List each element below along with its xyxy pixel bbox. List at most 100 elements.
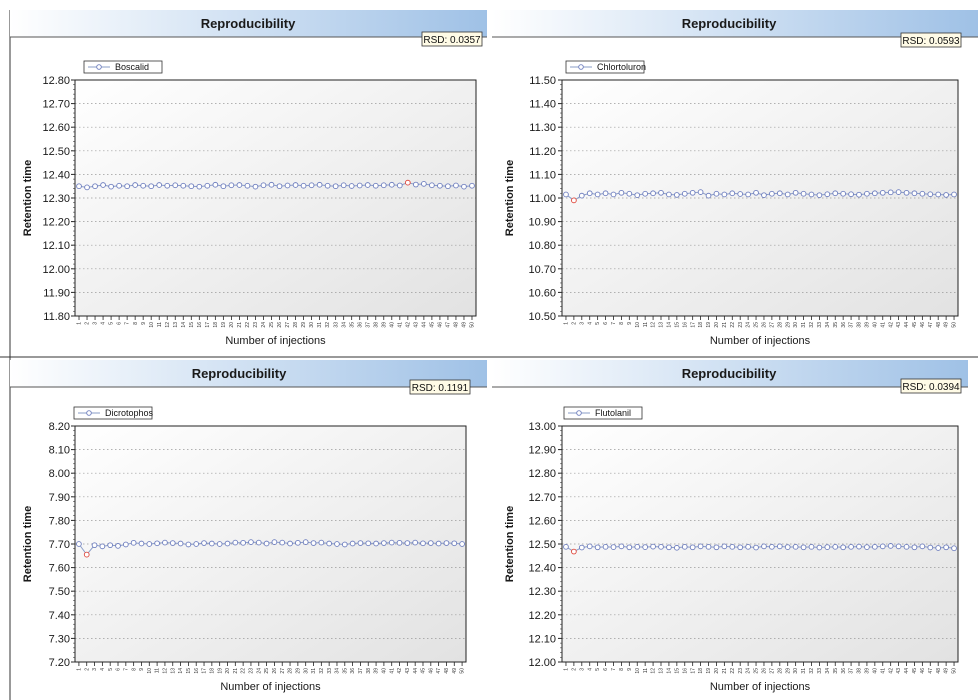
y-tick-label: 12.80 [528,468,556,480]
y-tick-label: 12.30 [528,586,556,598]
data-point [108,183,114,190]
data-point [279,539,286,546]
data-point [840,190,847,197]
data-point [824,544,831,550]
data-point [848,543,854,550]
x-tick-label: 45 [912,322,918,328]
data-point [334,541,340,547]
x-tick-label: 34 [335,668,341,674]
x-tick-label: 44 [904,322,910,328]
data-point [427,540,434,546]
data-point [276,183,283,190]
data-point [634,543,641,550]
y-tick-label: 12.60 [42,122,70,134]
x-tick-label: 30 [303,668,309,674]
y-tick-label: 7.70 [49,539,70,551]
data-point [107,542,114,549]
data-point [769,190,775,197]
data-point [349,540,356,547]
data-point [236,182,243,188]
data-point [689,189,696,196]
data-point [443,540,450,546]
x-tick-label: 24 [261,322,267,328]
y-tick-label: 10.60 [528,287,556,299]
y-tick-label: 11.80 [43,311,70,323]
x-tick-label: 47 [436,668,442,674]
y-tick-label: 10.70 [528,264,556,276]
data-point [324,182,331,189]
rsd-label: RSD: 0.1191 [412,383,469,394]
x-tick-label: 3 [579,668,585,671]
x-tick-label: 17 [690,668,696,674]
x-tick-label: 12 [163,668,169,674]
x-tick-label: 15 [674,322,680,328]
data-point [769,543,775,550]
x-tick-label: 26 [277,322,283,328]
chart-panel-1: Reproducibility RSD: 0.0357 12.80 12.70 12.6… [10,10,487,347]
x-tick-label: 18 [698,668,704,674]
x-tick-label: 29 [785,668,791,674]
data-point [84,184,90,191]
x-tick-label: 50 [460,668,466,674]
legend-box [73,406,153,420]
data-point [116,182,122,189]
data-point [903,543,910,550]
x-tick-label: 28 [288,668,294,674]
x-tick-label: 2 [84,668,90,671]
x-tick-label: 27 [280,668,286,674]
data-point [244,182,251,189]
data-point [240,539,246,546]
data-point [887,543,894,549]
x-tick-label: 41 [880,322,886,328]
data-point [437,182,443,189]
rsd-box [421,31,483,47]
x-tick-label: 5 [108,668,114,671]
data-point [302,539,309,545]
data-point [164,182,171,189]
data-point [193,541,200,547]
y-tick-label: 12.90 [528,445,556,457]
x-tick-label: 10 [147,668,153,674]
data-point [216,541,223,547]
data-point [832,543,839,550]
x-tick-label: 39 [381,322,387,328]
chart-panel-2: Reproducibility RSD: 0.0593 11.50 11.40 11.3… [492,10,978,347]
data-point [753,189,759,196]
data-point [776,543,783,550]
y-tick-label: 8.20 [49,421,70,433]
x-tick-label: 24 [746,668,752,674]
x-tick-label: 9 [139,668,145,671]
legend-label: Chlortoluron [597,62,646,72]
data-point [935,191,942,198]
data-point [332,183,339,190]
data-point [248,539,254,545]
x-tick-label: 42 [405,322,411,328]
x-tick-label: 43 [413,322,419,328]
x-tick-label: 25 [754,668,760,674]
data-point [435,540,442,547]
x-tick-label: 49 [462,322,468,328]
data-point [721,191,728,198]
y-tick-label: 12.10 [528,633,556,645]
rsd-box [409,379,471,395]
data-point [753,544,759,551]
data-point-outlier [571,197,577,204]
data-point [341,541,348,548]
x-tick-label: 16 [197,322,203,328]
y-axis-label: Retention time [504,506,516,582]
data-point [453,182,459,189]
x-tick-label: 14 [667,322,673,328]
data-point [856,191,862,198]
x-tick-label: 46 [428,668,434,674]
y-tick-label: 12.40 [528,563,556,575]
data-point [420,540,426,547]
x-tick-label: 24 [746,322,752,328]
x-tick-label: 20 [229,322,235,328]
x-tick-label: 48 [454,322,460,328]
data-point [396,182,403,189]
x-tick-label: 46 [920,668,926,674]
data-point [287,540,293,547]
data-point [666,544,672,551]
data-point [578,192,585,199]
data-point [594,191,601,198]
